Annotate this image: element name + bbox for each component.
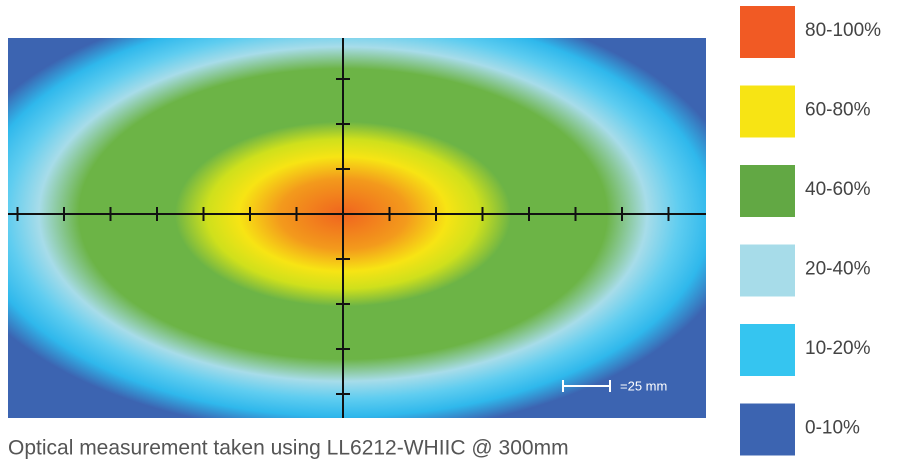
legend-label: 60-80% <box>805 100 871 121</box>
legend-swatch <box>740 324 795 376</box>
beam-image <box>8 38 706 418</box>
legend-label: 10-20% <box>805 338 871 359</box>
crosshair <box>8 38 706 418</box>
legend-swatch <box>740 85 795 138</box>
legend-swatch <box>740 403 795 456</box>
legend-swatch <box>740 6 795 58</box>
legend-swatch <box>740 244 795 297</box>
legend-label: 0-10% <box>805 418 860 439</box>
legend-label: 20-40% <box>805 259 871 280</box>
scale-bar <box>562 380 611 392</box>
legend-swatch <box>740 165 795 217</box>
scale-label: =25 mm <box>620 378 667 393</box>
legend-label: 40-60% <box>805 179 871 200</box>
caption: Optical measurement taken using LL6212-W… <box>8 437 569 460</box>
legend: 80-100% 60-80% 40-60% 20-40% 10-20% 0-10% <box>740 6 881 456</box>
legend-label: 80-100% <box>805 20 881 41</box>
